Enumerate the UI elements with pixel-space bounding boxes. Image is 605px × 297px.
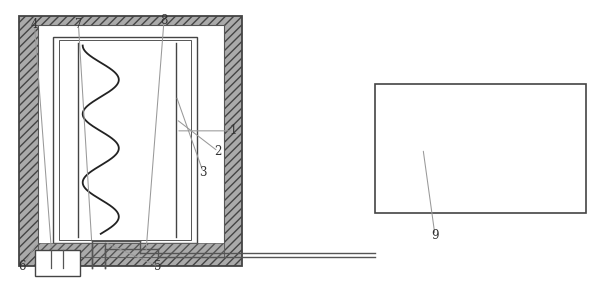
Text: 7: 7 xyxy=(75,18,82,31)
Bar xyxy=(34,250,80,277)
Text: 5: 5 xyxy=(154,260,162,273)
Text: 9: 9 xyxy=(431,229,439,242)
Bar xyxy=(374,84,586,213)
Text: 1: 1 xyxy=(229,124,237,137)
Bar xyxy=(19,16,242,266)
Text: 8: 8 xyxy=(160,14,168,27)
Bar xyxy=(38,243,224,257)
Text: 4: 4 xyxy=(31,18,38,31)
Text: 2: 2 xyxy=(215,145,222,158)
Bar xyxy=(53,37,197,243)
Bar xyxy=(59,40,191,240)
Text: 3: 3 xyxy=(200,165,207,178)
Text: 6: 6 xyxy=(19,260,26,273)
Bar xyxy=(38,25,224,257)
